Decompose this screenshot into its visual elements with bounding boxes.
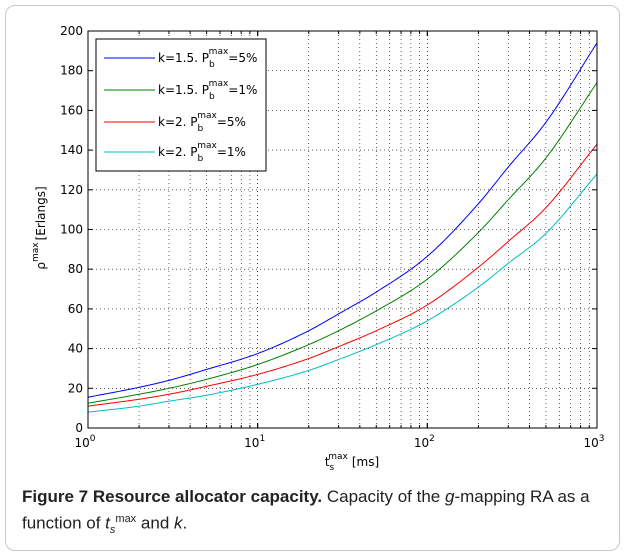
legend-entry-3: k=2. Pbmax=5% <box>158 111 246 134</box>
series-line-1 <box>87 42 598 398</box>
y-axis-label-base: ρ <box>34 262 48 270</box>
caption-text-3: and <box>136 513 174 533</box>
legend-entry-2: k=1.5. Pbmax=1% <box>158 79 257 102</box>
legend: k=1.5. Pbmax=5% k=1.5. Pbmax=1% k=2. Pbm… <box>95 38 267 172</box>
x-tick-label: 100 <box>74 434 95 450</box>
y-tick-label: 140 <box>60 143 83 157</box>
x-axis-label-unit: [ms] <box>352 455 379 469</box>
series-line-4 <box>87 173 598 413</box>
axis-ticks <box>87 30 598 429</box>
legend-entry-4: k=2. Pbmax=1% <box>158 141 246 164</box>
y-tick-label: 20 <box>68 381 83 395</box>
x-axis-label: tsmax [ms] <box>325 452 379 473</box>
y-tick-label: 40 <box>68 342 83 356</box>
legend-entry-1: k=1.5. Pbmax=5% <box>158 47 257 70</box>
y-tick-label: 60 <box>68 302 83 316</box>
y-tick-label: 180 <box>60 64 83 78</box>
caption-s: s <box>109 524 116 537</box>
caption-k: k <box>174 513 183 533</box>
x-tick-labels: 100 101 102 103 <box>74 434 604 450</box>
x-tick-label: 102 <box>414 434 435 450</box>
x-axis-label-sup: max <box>328 452 348 462</box>
y-tick-label: 80 <box>68 262 83 276</box>
y-tick-label: 120 <box>60 183 83 197</box>
caption-g: g <box>444 487 455 506</box>
y-axis-label-unit: [Erlangs] <box>34 186 48 240</box>
y-axis-label: ρmax [Erlangs] <box>31 186 48 269</box>
figure-caption: Figure 7 Resource allocator capacity. Ca… <box>22 485 607 542</box>
legend-box <box>95 38 267 172</box>
y-tick-labels: 0 20 40 60 80 100 120 140 160 180 200 <box>60 24 83 435</box>
caption-text-2: -mapping RA as a function of <box>22 487 590 533</box>
y-tick-label: 200 <box>60 24 83 38</box>
caption-max: max <box>115 513 137 525</box>
y-tick-label: 100 <box>60 223 83 237</box>
chart: 0 20 40 60 80 100 120 140 160 180 200 100 101 102 103… <box>31 24 605 473</box>
caption-t: t <box>105 513 110 533</box>
x-axis-label-base: t <box>325 455 330 469</box>
x-axis-label-sub: s <box>330 463 335 473</box>
x-tick-label: 101 <box>244 434 265 450</box>
x-tick-label: 103 <box>583 434 604 450</box>
y-tick-label: 160 <box>60 103 83 117</box>
series-line-3 <box>87 143 598 407</box>
y-axis-label-sup: max <box>31 242 41 262</box>
caption-text-1: Capacity of the <box>322 487 445 506</box>
series-line-2 <box>87 82 598 404</box>
caption-label: Figure 7 Resource allocator capacity. <box>22 487 323 506</box>
series-lines <box>87 42 598 413</box>
y-tick-label: 0 <box>75 421 83 435</box>
caption-text-4: . <box>182 513 188 533</box>
